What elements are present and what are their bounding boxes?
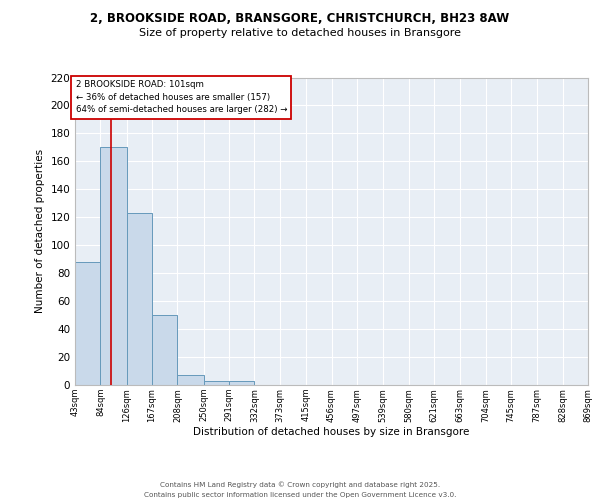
Bar xyxy=(152,315,178,385)
Bar xyxy=(75,262,100,385)
Bar xyxy=(127,213,152,385)
Text: Contains HM Land Registry data © Crown copyright and database right 2025.
Contai: Contains HM Land Registry data © Crown c… xyxy=(144,482,456,498)
Bar xyxy=(229,381,254,385)
X-axis label: Distribution of detached houses by size in Bransgore: Distribution of detached houses by size … xyxy=(193,428,470,438)
Text: 2 BROOKSIDE ROAD: 101sqm
← 36% of detached houses are smaller (157)
64% of semi-: 2 BROOKSIDE ROAD: 101sqm ← 36% of detach… xyxy=(76,80,287,114)
Bar xyxy=(178,375,203,385)
Text: Size of property relative to detached houses in Bransgore: Size of property relative to detached ho… xyxy=(139,28,461,38)
Text: 2, BROOKSIDE ROAD, BRANSGORE, CHRISTCHURCH, BH23 8AW: 2, BROOKSIDE ROAD, BRANSGORE, CHRISTCHUR… xyxy=(91,12,509,26)
Bar xyxy=(100,148,127,385)
Bar xyxy=(203,381,229,385)
Y-axis label: Number of detached properties: Number of detached properties xyxy=(35,149,45,314)
